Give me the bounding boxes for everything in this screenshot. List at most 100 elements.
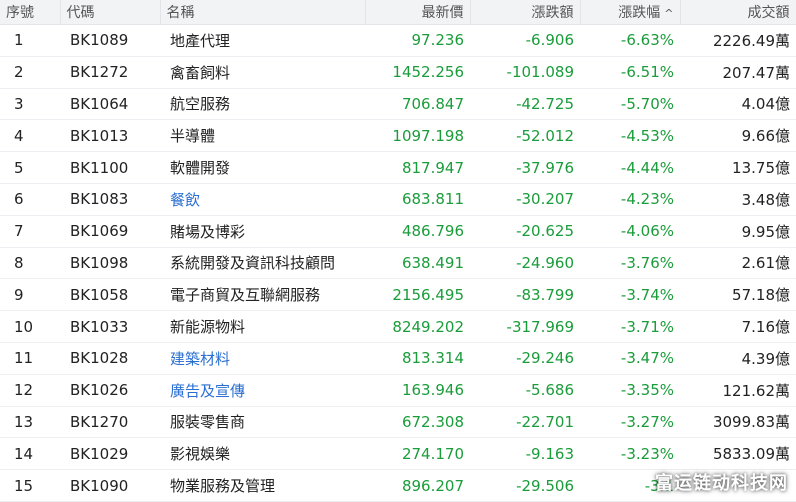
row-price: 486.796: [365, 215, 470, 248]
row-name: 半導體: [160, 119, 365, 153]
row-code: BK1272: [60, 56, 160, 89]
row-change: -83.799: [470, 278, 580, 312]
row-change-pct: -4.44%: [580, 151, 680, 184]
table-row[interactable]: 10 BK1033 新能源物料 8249.202 -317.969 -3.71% 7.16億: [0, 310, 796, 343]
row-code: BK1058: [60, 278, 160, 312]
row-change: -52.012: [470, 119, 580, 153]
header-index[interactable]: 序號: [0, 0, 61, 25]
row-code: BK1090: [60, 469, 160, 502]
row-name: 禽畜飼料: [160, 56, 365, 89]
row-price: 638.491: [365, 247, 470, 280]
row-turnover: 57.18億: [680, 278, 796, 312]
row-index: 2: [0, 56, 60, 89]
row-change: -317.969: [470, 310, 580, 343]
table-row[interactable]: 14 BK1029 影視娛樂 274.170 -9.163 -3.23% 5833.09萬: [0, 437, 796, 471]
table-row[interactable]: 5 BK1100 軟體開發 817.947 -37.976 -4.44% 13.75億: [0, 151, 796, 184]
row-name: 系統開發及資訊科技顧問: [160, 247, 365, 280]
table-row[interactable]: 3 BK1064 航空服務 706.847 -42.725 -5.70% 4.04億: [0, 88, 796, 121]
row-name[interactable]: 建築材料: [160, 342, 365, 375]
row-name: 航空服務: [160, 88, 365, 121]
row-name[interactable]: 餐飲: [160, 183, 365, 216]
row-change-pct: -5.70%: [580, 88, 680, 121]
header-change[interactable]: 漲跌額: [470, 0, 581, 25]
table-row[interactable]: 1 BK1089 地產代理 97.236 -6.906 -6.63% 2226.49萬: [0, 24, 796, 57]
row-turnover: 2226.49萬: [680, 24, 796, 57]
row-change: -6.906: [470, 24, 580, 57]
row-index: 14: [0, 437, 60, 471]
row-name[interactable]: 廣告及宣傳: [160, 374, 365, 407]
row-name: 賭場及博彩: [160, 215, 365, 248]
row-change: -42.725: [470, 88, 580, 121]
row-price: 706.847: [365, 88, 470, 121]
row-index: 13: [0, 406, 60, 439]
row-price: 1097.198: [365, 119, 470, 153]
row-code: BK1013: [60, 119, 160, 153]
row-change-pct: -3.74%: [580, 278, 680, 312]
row-price: 274.170: [365, 437, 470, 471]
sort-arrow-icon[interactable]: ^: [664, 7, 674, 20]
row-code: BK1029: [60, 437, 160, 471]
row-code: BK1089: [60, 24, 160, 57]
row-turnover: 5833.09萬: [680, 437, 796, 471]
row-turnover: 2.61億: [680, 247, 796, 280]
row-price: 817.947: [365, 151, 470, 184]
table-row[interactable]: 7 BK1069 賭場及博彩 486.796 -20.625 -4.06% 9.95億: [0, 215, 796, 248]
row-price: 8249.202: [365, 310, 470, 343]
row-index: 3: [0, 88, 60, 121]
row-turnover: 9.66億: [680, 119, 796, 153]
row-price: 896.207: [365, 469, 470, 502]
row-price: 2156.495: [365, 278, 470, 312]
row-change-pct: -6.51%: [580, 56, 680, 89]
table-row[interactable]: 13 BK1270 服裝零售商 672.308 -22.701 -3.27% 3099.83…: [0, 406, 796, 439]
row-change: -9.163: [470, 437, 580, 471]
row-code: BK1270: [60, 406, 160, 439]
table-row[interactable]: 12 BK1026 廣告及宣傳 163.946 -5.686 -3.35% 121.62萬: [0, 374, 796, 407]
row-name: 物業服務及管理: [160, 469, 365, 502]
table-row[interactable]: 8 BK1098 系統開發及資訊科技顧問 638.491 -24.960 -3.76% 2.…: [0, 247, 796, 280]
row-index: 5: [0, 151, 60, 184]
table-row[interactable]: 6 BK1083 餐飲 683.811 -30.207 -4.23% 3.48億: [0, 183, 796, 216]
row-change-pct: -3.1: [580, 469, 680, 502]
row-change-pct: -4.53%: [580, 119, 680, 153]
row-turnover: 13.75億: [680, 151, 796, 184]
header-change-pct-label: 漲跌幅: [618, 5, 661, 21]
row-index: 6: [0, 183, 60, 216]
table-row[interactable]: 11 BK1028 建築材料 813.314 -29.246 -3.47% 4.39億: [0, 342, 796, 375]
row-turnover: 4.39億: [680, 342, 796, 375]
row-change: -22.701: [470, 406, 580, 439]
row-change-pct: -3.35%: [580, 374, 680, 407]
table-row[interactable]: 2 BK1272 禽畜飼料 1452.256 -101.089 -6.51% 207.47萬: [0, 56, 796, 89]
table-row[interactable]: 9 BK1058 電子商貿及互聯網服務 2156.495 -83.799 -3.74% 57…: [0, 278, 796, 312]
row-index: 1: [0, 24, 60, 57]
row-turnover: 7.16億: [680, 310, 796, 343]
row-turnover: 9.95億: [680, 215, 796, 248]
row-code: BK1083: [60, 183, 160, 216]
row-turnover: 3099.83萬: [680, 406, 796, 439]
header-turnover[interactable]: 成交額: [680, 0, 796, 25]
row-change: -5.686: [470, 374, 580, 407]
row-code: BK1028: [60, 342, 160, 375]
row-change-pct: -3.47%: [580, 342, 680, 375]
row-price: 97.236: [365, 24, 470, 57]
table-row[interactable]: 15 BK1090 物業服務及管理 896.207 -29.506 -3.1: [0, 469, 796, 502]
row-turnover: 121.62萬: [680, 374, 796, 407]
header-code[interactable]: 代碼: [60, 0, 161, 25]
row-index: 11: [0, 342, 60, 375]
header-price[interactable]: 最新價: [365, 0, 471, 25]
row-code: BK1098: [60, 247, 160, 280]
row-name: 軟體開發: [160, 151, 365, 184]
header-name[interactable]: 名稱: [160, 0, 366, 25]
row-change-pct: -4.23%: [580, 183, 680, 216]
row-index: 10: [0, 310, 60, 343]
row-index: 9: [0, 278, 60, 312]
row-code: BK1033: [60, 310, 160, 343]
row-change-pct: -3.76%: [580, 247, 680, 280]
header-change-pct[interactable]: 漲跌幅 ^: [580, 0, 681, 25]
row-index: 4: [0, 119, 60, 153]
row-index: 7: [0, 215, 60, 248]
row-turnover: 207.47萬: [680, 56, 796, 89]
table-body: 1 BK1089 地產代理 97.236 -6.906 -6.63% 2226.49萬 2 BK…: [0, 24, 796, 502]
table-row[interactable]: 4 BK1013 半導體 1097.198 -52.012 -4.53% 9.66億: [0, 119, 796, 153]
row-price: 672.308: [365, 406, 470, 439]
